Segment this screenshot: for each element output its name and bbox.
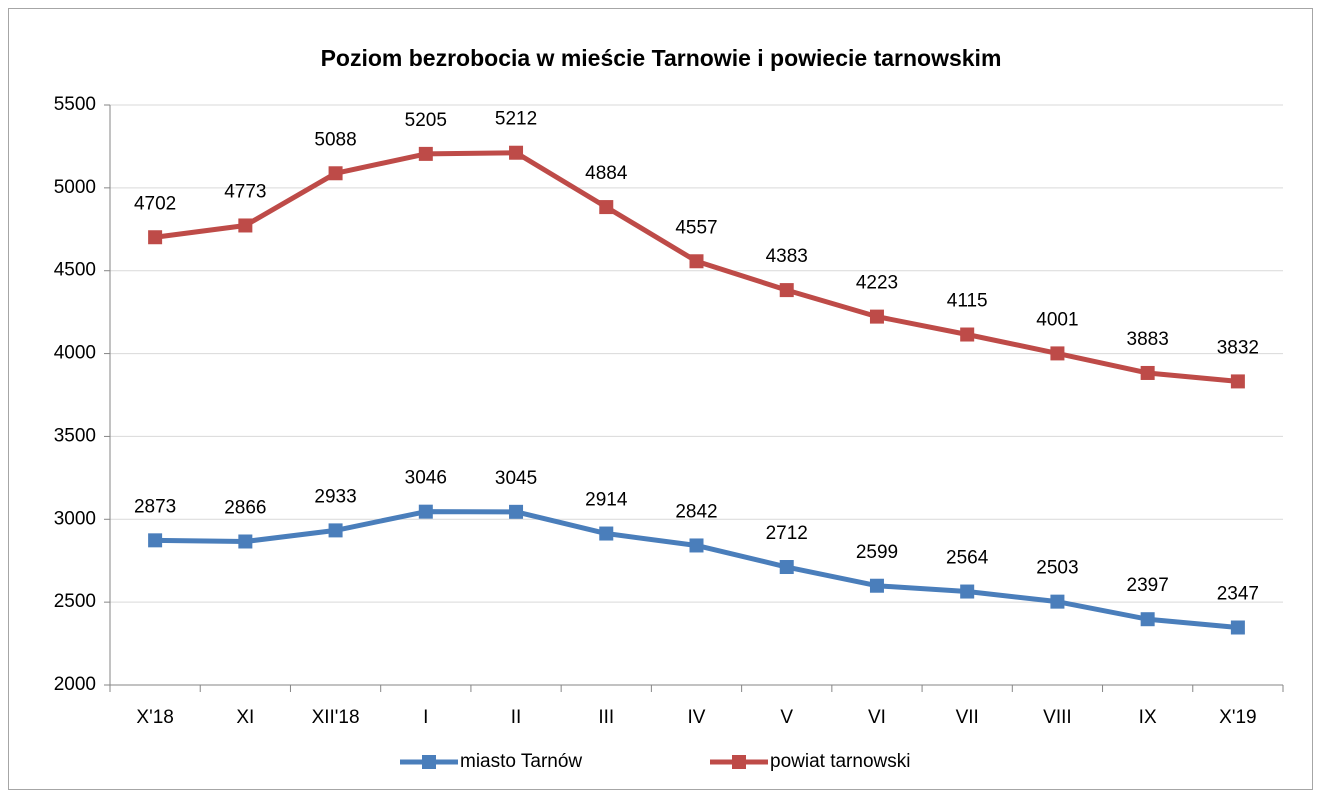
marker — [869, 578, 884, 593]
data-label: 2873 — [134, 496, 176, 517]
data-label: 2347 — [1217, 584, 1259, 605]
marker — [148, 230, 163, 245]
legend-marker — [732, 755, 746, 769]
y-tick-label: 3000 — [54, 508, 96, 529]
marker — [148, 533, 163, 548]
marker — [509, 145, 524, 160]
y-tick-label: 3500 — [54, 425, 96, 446]
marker — [418, 504, 433, 519]
y-tick-label: 5500 — [54, 94, 96, 115]
y-tick-label: 4500 — [54, 260, 96, 281]
marker — [1140, 612, 1155, 627]
x-tick-label: XI — [236, 707, 254, 728]
data-label: 4383 — [766, 246, 808, 267]
marker — [960, 327, 975, 342]
x-tick-label: IV — [688, 707, 706, 728]
x-tick-label: II — [511, 707, 522, 728]
data-label: 5212 — [495, 109, 537, 130]
data-label: 2914 — [585, 490, 628, 511]
marker — [238, 218, 253, 233]
data-label: 4001 — [1036, 309, 1078, 330]
x-tick-label: X'19 — [1219, 707, 1256, 728]
marker — [1050, 594, 1065, 609]
data-label: 4773 — [224, 181, 266, 202]
x-tick-label: I — [423, 707, 428, 728]
legend-label: miasto Tarnów — [460, 751, 582, 772]
marker — [599, 526, 614, 541]
data-label: 2397 — [1127, 575, 1169, 596]
data-label: 4115 — [947, 291, 988, 312]
data-label: 5205 — [405, 110, 447, 131]
marker — [238, 534, 253, 549]
marker — [779, 560, 794, 575]
y-tick-label: 4000 — [54, 343, 96, 364]
marker — [779, 283, 794, 298]
x-tick-label: III — [598, 707, 614, 728]
marker — [328, 166, 343, 181]
data-label: 4223 — [856, 273, 898, 294]
legend-marker — [422, 755, 436, 769]
data-label: 2842 — [675, 501, 717, 522]
data-label: 4702 — [134, 193, 176, 214]
marker — [328, 523, 343, 538]
y-tick-label: 5000 — [54, 177, 96, 198]
data-label: 2599 — [856, 542, 898, 563]
data-label: 5088 — [314, 129, 356, 150]
data-label: 4884 — [585, 163, 628, 184]
marker — [599, 200, 614, 215]
marker — [418, 146, 433, 161]
x-tick-label: V — [780, 707, 793, 728]
x-tick-label: IX — [1139, 707, 1157, 728]
marker — [960, 584, 975, 599]
x-tick-label: X'18 — [136, 707, 173, 728]
data-label: 2564 — [946, 548, 989, 569]
data-label: 3832 — [1217, 337, 1259, 358]
marker — [1230, 374, 1245, 389]
chart-title: Poziom bezrobocia w mieście Tarnowie i p… — [321, 45, 1002, 71]
marker — [509, 504, 524, 519]
data-label: 2503 — [1036, 558, 1078, 579]
y-tick-label: 2000 — [54, 674, 96, 695]
chart-frame — [8, 8, 1313, 790]
x-tick-label: XII'18 — [312, 707, 360, 728]
data-label: 3883 — [1127, 329, 1169, 350]
data-label: 3046 — [405, 468, 447, 489]
data-label: 2933 — [314, 486, 356, 507]
marker — [1140, 365, 1155, 380]
x-tick-label: VIII — [1043, 707, 1072, 728]
data-label: 2712 — [766, 523, 808, 544]
data-label: 3045 — [495, 468, 537, 489]
x-tick-label: VI — [868, 707, 886, 728]
marker — [869, 309, 884, 324]
marker — [1050, 346, 1065, 361]
marker — [1230, 620, 1245, 635]
data-label: 2866 — [224, 498, 266, 519]
x-tick-label: VII — [956, 707, 979, 728]
y-tick-label: 2500 — [54, 591, 96, 612]
data-label: 4557 — [675, 217, 717, 238]
marker — [689, 538, 704, 553]
marker — [689, 254, 704, 269]
legend-label: powiat tarnowski — [770, 751, 910, 772]
